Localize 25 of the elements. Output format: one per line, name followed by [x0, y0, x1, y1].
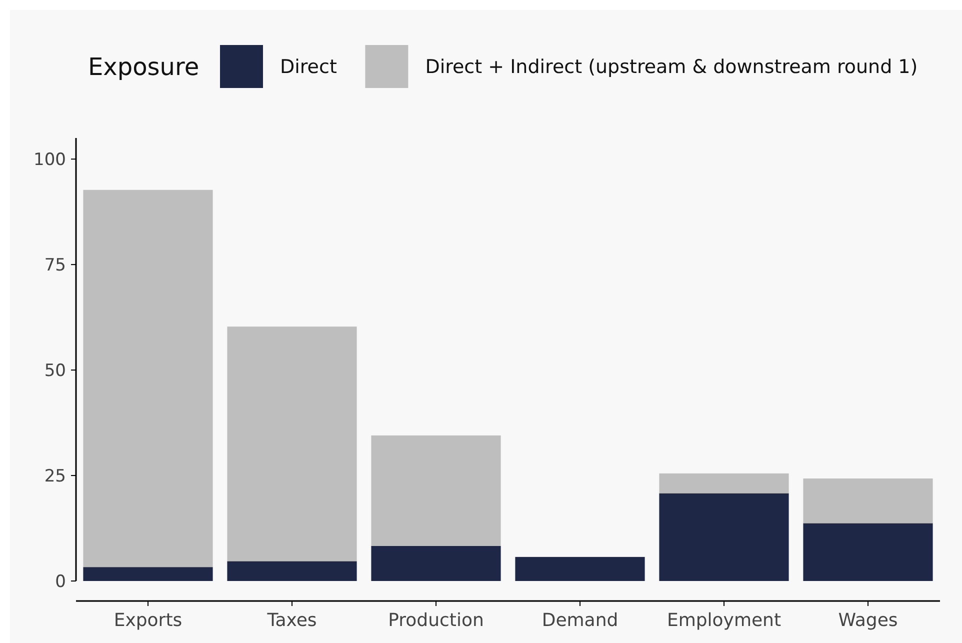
y-tick-label: 25	[44, 466, 66, 486]
y-tick-label: 0	[55, 572, 66, 592]
bar	[803, 478, 933, 524]
y-tick-label: 50	[44, 361, 66, 381]
x-tick-label: Exports	[114, 610, 182, 631]
bar	[515, 556, 645, 581]
y-tick-label: 100	[34, 150, 66, 170]
x-tick-label: Production	[388, 610, 484, 631]
legend-label: Direct	[280, 56, 337, 78]
x-tick-label: Wages	[838, 610, 898, 631]
bar	[83, 567, 213, 581]
legend-title: Exposure	[88, 53, 200, 81]
bar	[659, 473, 789, 494]
y-tick-label: 75	[44, 256, 66, 276]
x-tick-label: Employment	[666, 610, 782, 631]
bar	[371, 546, 501, 581]
bar	[659, 493, 789, 581]
x-tick-label: Taxes	[266, 610, 317, 631]
bar	[803, 523, 933, 581]
bar	[371, 435, 501, 546]
bar	[83, 190, 213, 568]
x-tick-label: Demand	[542, 610, 618, 631]
legend-label: Direct + Indirect (upstream & downstream round 1)	[425, 56, 918, 78]
bar	[227, 561, 357, 581]
bar	[227, 326, 357, 562]
